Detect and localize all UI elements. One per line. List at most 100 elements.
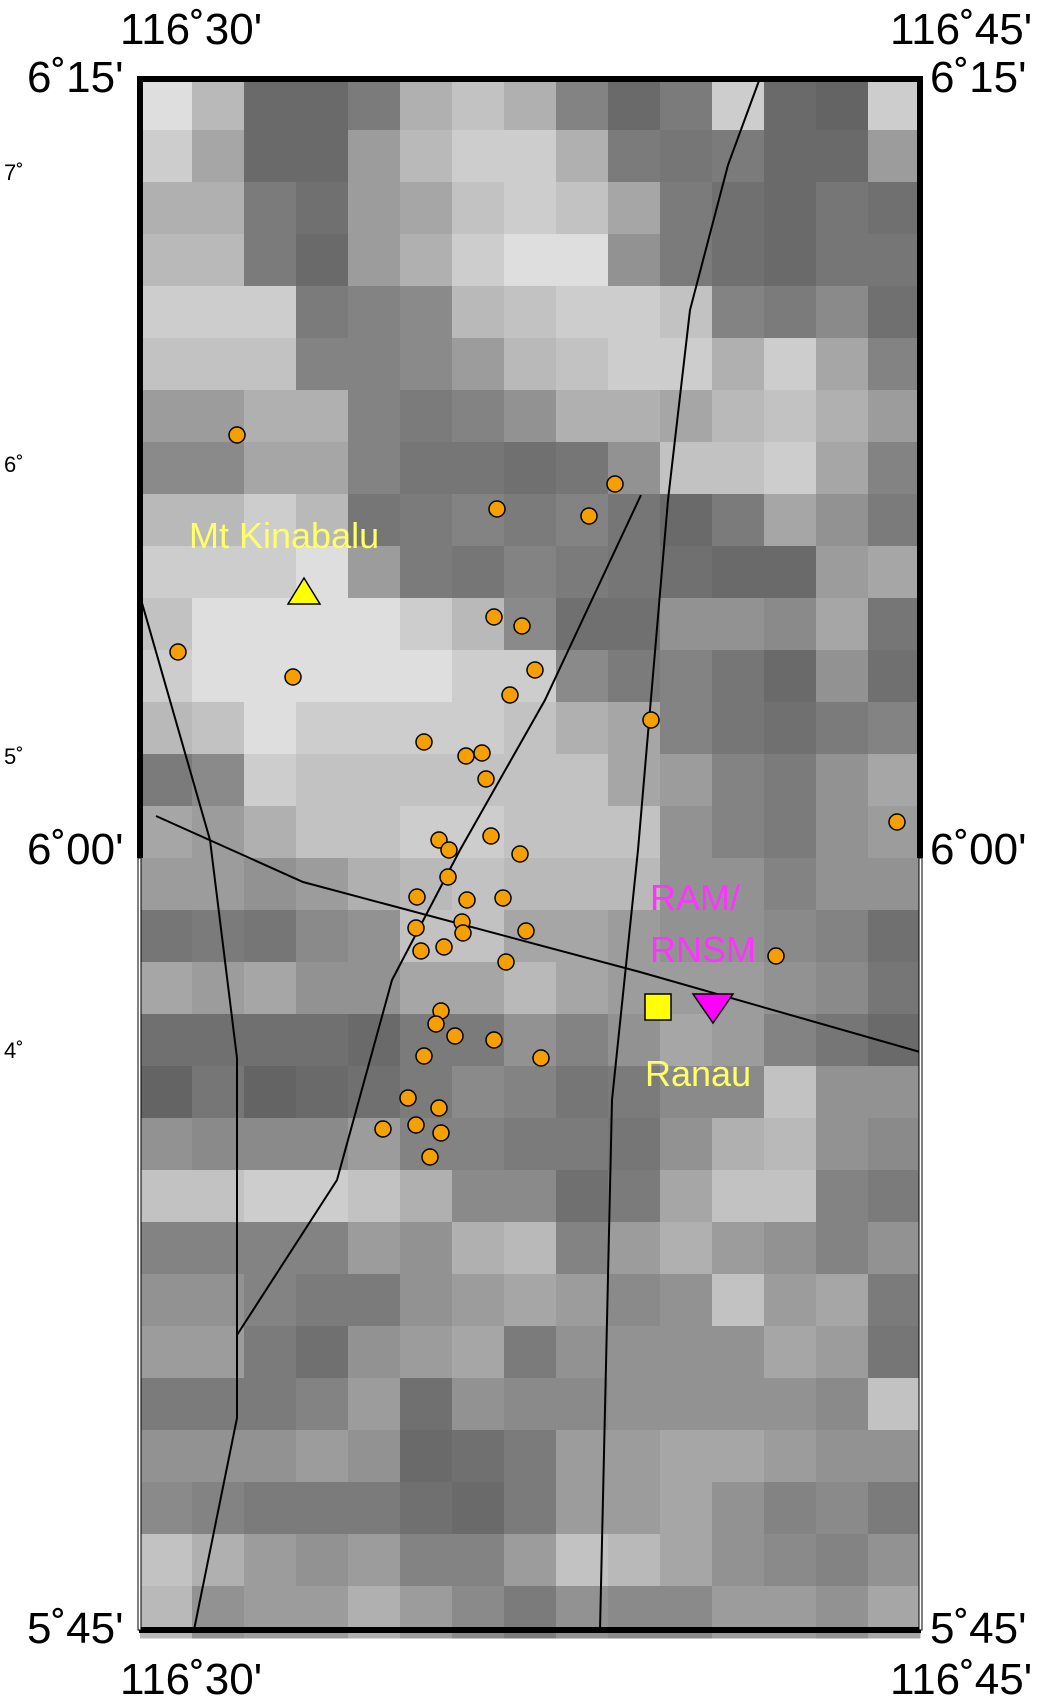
raster-cell <box>660 1430 713 1483</box>
event-marker <box>399 1089 417 1107</box>
raster-cell <box>192 1430 245 1483</box>
raster-cell <box>296 1430 349 1483</box>
raster-cell <box>400 442 453 495</box>
raster-cell <box>660 1066 713 1119</box>
raster-cell <box>244 1378 297 1431</box>
raster-cell <box>244 338 297 391</box>
raster-cell <box>140 494 193 547</box>
raster-cell <box>244 910 297 963</box>
raster-cell <box>244 494 297 547</box>
raster-cell <box>556 1066 609 1119</box>
raster-cell <box>296 286 349 339</box>
raster-cell <box>764 1378 817 1431</box>
raster-cell <box>140 1118 193 1171</box>
bottom-right-longitude-label: 116˚45' <box>890 1655 1032 1699</box>
raster-cell <box>400 78 453 131</box>
raster-cell <box>764 1274 817 1327</box>
raster-cell <box>348 910 401 963</box>
raster-cell <box>244 1326 297 1379</box>
raster-cell <box>868 1378 921 1431</box>
raster-cell <box>556 754 609 807</box>
raster-cell <box>712 338 765 391</box>
raster-cell <box>816 910 869 963</box>
raster-cell <box>140 910 193 963</box>
raster-cell <box>556 1170 609 1223</box>
raster-cell <box>556 1014 609 1067</box>
raster-cell <box>764 130 817 183</box>
raster-cell <box>764 1326 817 1379</box>
raster-cell <box>296 1378 349 1431</box>
raster-cell <box>244 962 297 1015</box>
raster-cell <box>504 1378 557 1431</box>
raster-cell <box>348 1170 401 1223</box>
raster-cell <box>712 546 765 599</box>
raster-cell <box>244 546 297 599</box>
raster-cell <box>140 390 193 443</box>
raster-cell <box>452 78 505 131</box>
raster-cell <box>296 78 349 131</box>
mountain-icon <box>286 576 322 605</box>
raster-cell <box>192 1118 245 1171</box>
station-label-line1: RAM/ <box>650 877 740 918</box>
raster-cell <box>192 1534 245 1587</box>
raster-cell <box>244 1118 297 1171</box>
raster-cell <box>556 806 609 859</box>
raster-cell <box>868 1222 921 1275</box>
raster-cell <box>244 1014 297 1067</box>
raster-cell <box>348 1274 401 1327</box>
raster-cell <box>504 390 557 443</box>
raster-cell <box>244 78 297 131</box>
event-marker <box>513 617 531 635</box>
raster-cell <box>868 598 921 651</box>
raster-cell <box>712 1482 765 1535</box>
raster-cell <box>556 910 609 963</box>
raster-cell <box>192 494 245 547</box>
raster-cell <box>504 962 557 1015</box>
raster-cell <box>348 546 401 599</box>
raster-cell <box>660 702 713 755</box>
raster-cell <box>452 1170 505 1223</box>
raster-cell <box>816 390 869 443</box>
raster-cell <box>244 598 297 651</box>
raster-cell <box>348 1014 401 1067</box>
raster-cell <box>140 1222 193 1275</box>
raster-cell <box>140 962 193 1015</box>
event-marker <box>454 924 472 942</box>
raster-cell <box>556 1430 609 1483</box>
raster-cell <box>452 1534 505 1587</box>
raster-cell <box>764 702 817 755</box>
raster-cell <box>140 754 193 807</box>
raster-cell <box>712 1066 765 1119</box>
raster-cell <box>816 858 869 911</box>
raster-cell <box>400 130 453 183</box>
raster-cell <box>608 130 661 183</box>
raster-cell <box>504 702 557 755</box>
raster-cell <box>816 1118 869 1171</box>
raster-cell <box>816 130 869 183</box>
raster-cell <box>348 1430 401 1483</box>
raster-cell <box>556 442 609 495</box>
raster-cell <box>192 1066 245 1119</box>
raster-cell <box>348 806 401 859</box>
raster-cell <box>140 650 193 703</box>
raster-cell <box>452 286 505 339</box>
raster-cell <box>660 546 713 599</box>
raster-cell <box>504 1222 557 1275</box>
raster-cell <box>296 910 349 963</box>
raster-cell <box>868 754 921 807</box>
raster-cell <box>400 1170 453 1223</box>
raster-cell <box>660 78 713 131</box>
raster-cell <box>140 1274 193 1327</box>
raster-cell <box>764 338 817 391</box>
event-marker <box>458 891 476 909</box>
raster-cell <box>868 494 921 547</box>
raster-cell <box>348 858 401 911</box>
raster-cell <box>608 1482 661 1535</box>
raster-cell <box>296 1170 349 1223</box>
raster-cell <box>296 234 349 287</box>
raster-cell <box>816 702 869 755</box>
raster-cell <box>868 234 921 287</box>
event-marker <box>485 608 503 626</box>
raster-cell <box>712 1534 765 1587</box>
